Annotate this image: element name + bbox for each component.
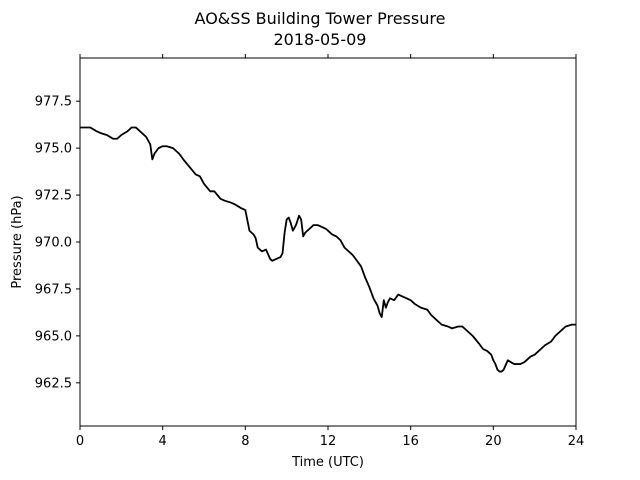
x-tick-label: 24 <box>568 434 585 449</box>
chart-subtitle: 2018-05-09 <box>274 30 367 49</box>
x-tick-label: 0 <box>76 434 84 449</box>
chart-title: AO&SS Building Tower Pressure <box>195 9 446 28</box>
x-tick-label: 12 <box>320 434 337 449</box>
x-tick-label: 20 <box>485 434 502 449</box>
y-tick-label: 977.5 <box>35 95 72 110</box>
y-tick-label: 970.0 <box>35 236 72 251</box>
x-tick-label: 16 <box>402 434 419 449</box>
y-tick-label: 967.5 <box>35 282 72 297</box>
y-tick-label: 972.5 <box>35 189 72 204</box>
x-axis: 0 4 8 12 16 20 24 <box>76 54 584 449</box>
data-line-layer <box>80 126 576 373</box>
x-axis-label: Time (UTC) <box>291 455 364 470</box>
x-tick-label: 8 <box>241 434 249 449</box>
y-axis-label: Pressure (hPa) <box>10 195 25 288</box>
y-tick-label: 965.0 <box>35 329 72 344</box>
y-tick-label: 962.5 <box>35 376 72 391</box>
series-line-0 <box>80 126 576 373</box>
y-axis: 962.5 965.0 967.5 970.0 972.5 975.0 977.5 <box>35 95 80 391</box>
y-tick-label: 975.0 <box>35 142 72 157</box>
x-tick-label: 4 <box>159 434 167 449</box>
